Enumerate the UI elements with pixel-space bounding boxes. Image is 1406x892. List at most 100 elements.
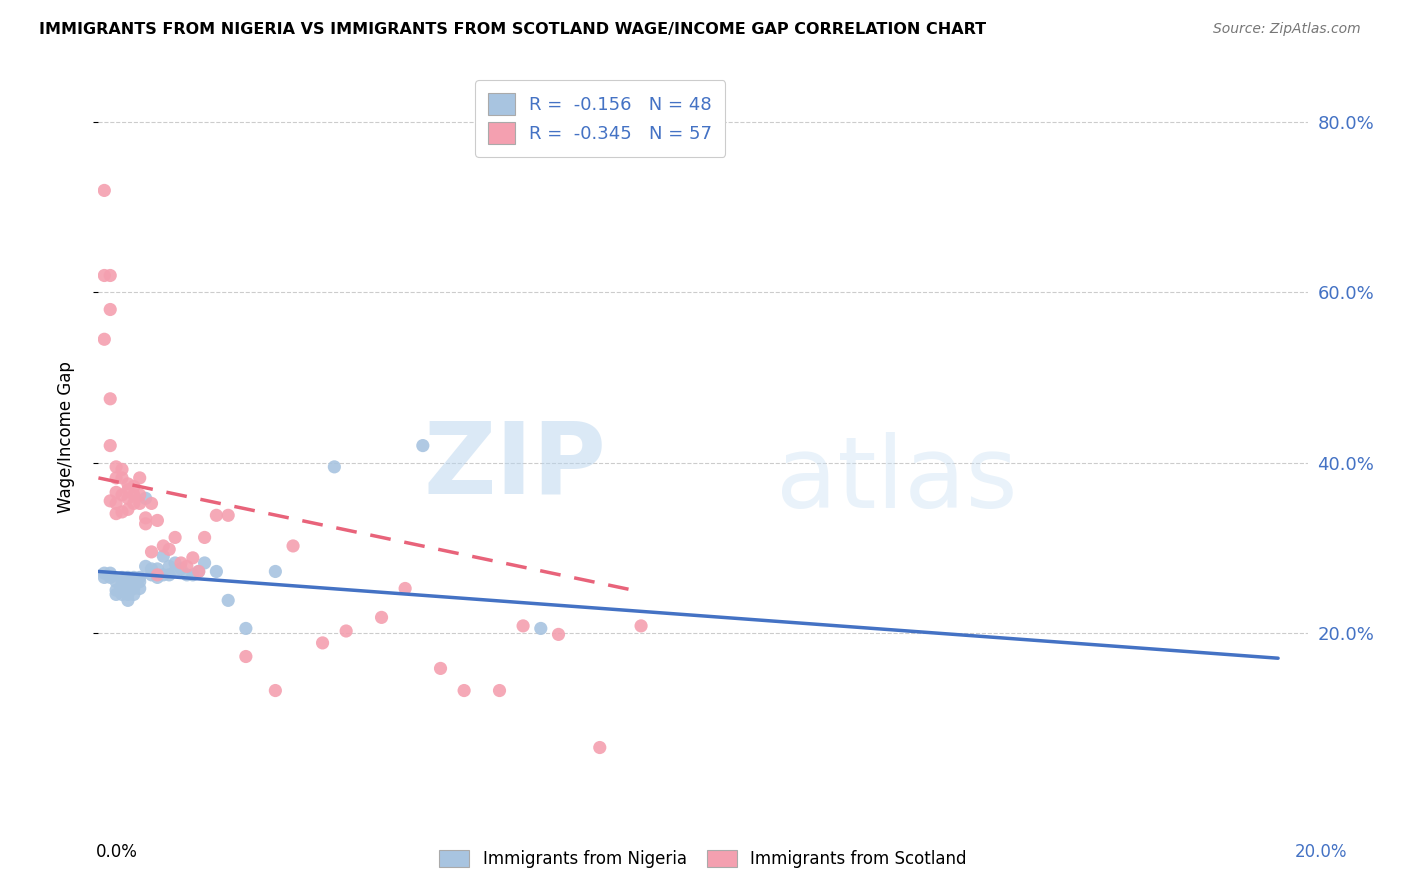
Point [176, 559, 198, 574]
Point [117, 593, 139, 607]
Point [122, 582, 145, 596]
Text: 20.0%: 20.0% [1295, 843, 1347, 861]
Point [429, 661, 451, 675]
Point [98, 566, 121, 581]
Point [93, 570, 115, 584]
Point [194, 531, 217, 545]
Point [105, 574, 128, 589]
Point [117, 579, 139, 593]
Point [105, 507, 128, 521]
Point [111, 579, 134, 593]
Point [111, 471, 134, 485]
Point [453, 683, 475, 698]
Point [187, 565, 209, 579]
Point [98, 570, 121, 584]
Point [111, 574, 134, 589]
Point [264, 683, 287, 698]
Point [165, 565, 187, 579]
Point [105, 587, 128, 601]
Point [105, 471, 128, 485]
Point [530, 622, 553, 636]
Point [135, 511, 157, 525]
Point [394, 582, 416, 596]
Point [128, 570, 150, 584]
Point [117, 583, 139, 598]
Point [547, 627, 569, 641]
Point [157, 567, 180, 582]
Point [217, 508, 239, 523]
Point [93, 268, 115, 283]
Point [122, 570, 145, 584]
Point [128, 471, 150, 485]
Point [105, 583, 128, 598]
Point [630, 619, 652, 633]
Point [235, 622, 257, 636]
Point [117, 574, 139, 589]
Point [170, 556, 193, 570]
Point [117, 491, 139, 506]
Point [370, 610, 392, 624]
Point [181, 550, 204, 565]
Point [98, 302, 121, 317]
Point [117, 502, 139, 516]
Point [128, 488, 150, 502]
Point [111, 488, 134, 502]
Point [105, 496, 128, 510]
Point [117, 476, 139, 491]
Point [141, 567, 163, 582]
Point [141, 562, 163, 576]
Point [117, 570, 139, 584]
Point [98, 439, 121, 453]
Point [217, 593, 239, 607]
Point [152, 567, 174, 582]
Point [98, 392, 121, 406]
Text: atlas: atlas [776, 433, 1017, 530]
Point [512, 619, 534, 633]
Point [146, 513, 169, 527]
Point [165, 556, 187, 570]
Legend: Immigrants from Nigeria, Immigrants from Scotland: Immigrants from Nigeria, Immigrants from… [433, 843, 973, 875]
Legend: R =  -0.156   N = 48, R =  -0.345   N = 57: R = -0.156 N = 48, R = -0.345 N = 57 [475, 80, 725, 157]
Point [146, 567, 169, 582]
Point [589, 740, 612, 755]
Point [98, 494, 121, 508]
Point [122, 496, 145, 510]
Point [281, 539, 304, 553]
Text: 0.0%: 0.0% [96, 843, 138, 861]
Text: IMMIGRANTS FROM NIGERIA VS IMMIGRANTS FROM SCOTLAND WAGE/INCOME GAP CORRELATION : IMMIGRANTS FROM NIGERIA VS IMMIGRANTS FR… [39, 22, 987, 37]
Point [135, 559, 157, 574]
Point [111, 462, 134, 476]
Text: ZIP: ZIP [423, 417, 606, 515]
Point [117, 483, 139, 497]
Point [335, 624, 357, 638]
Point [98, 268, 121, 283]
Point [128, 574, 150, 589]
Point [111, 570, 134, 584]
Point [157, 559, 180, 574]
Point [264, 565, 287, 579]
Point [128, 582, 150, 596]
Point [93, 566, 115, 581]
Point [135, 491, 157, 506]
Y-axis label: Wage/Income Gap: Wage/Income Gap [56, 361, 75, 513]
Point [93, 332, 115, 346]
Point [181, 567, 204, 582]
Point [122, 488, 145, 502]
Point [135, 516, 157, 531]
Point [146, 562, 169, 576]
Point [141, 496, 163, 510]
Point [111, 587, 134, 601]
Point [157, 542, 180, 557]
Point [117, 587, 139, 601]
Point [187, 565, 209, 579]
Text: Source: ZipAtlas.com: Source: ZipAtlas.com [1213, 22, 1361, 37]
Point [412, 439, 434, 453]
Point [152, 549, 174, 563]
Point [235, 649, 257, 664]
Point [122, 576, 145, 591]
Point [205, 565, 228, 579]
Point [165, 531, 187, 545]
Point [141, 545, 163, 559]
Point [170, 562, 193, 576]
Point [311, 636, 333, 650]
